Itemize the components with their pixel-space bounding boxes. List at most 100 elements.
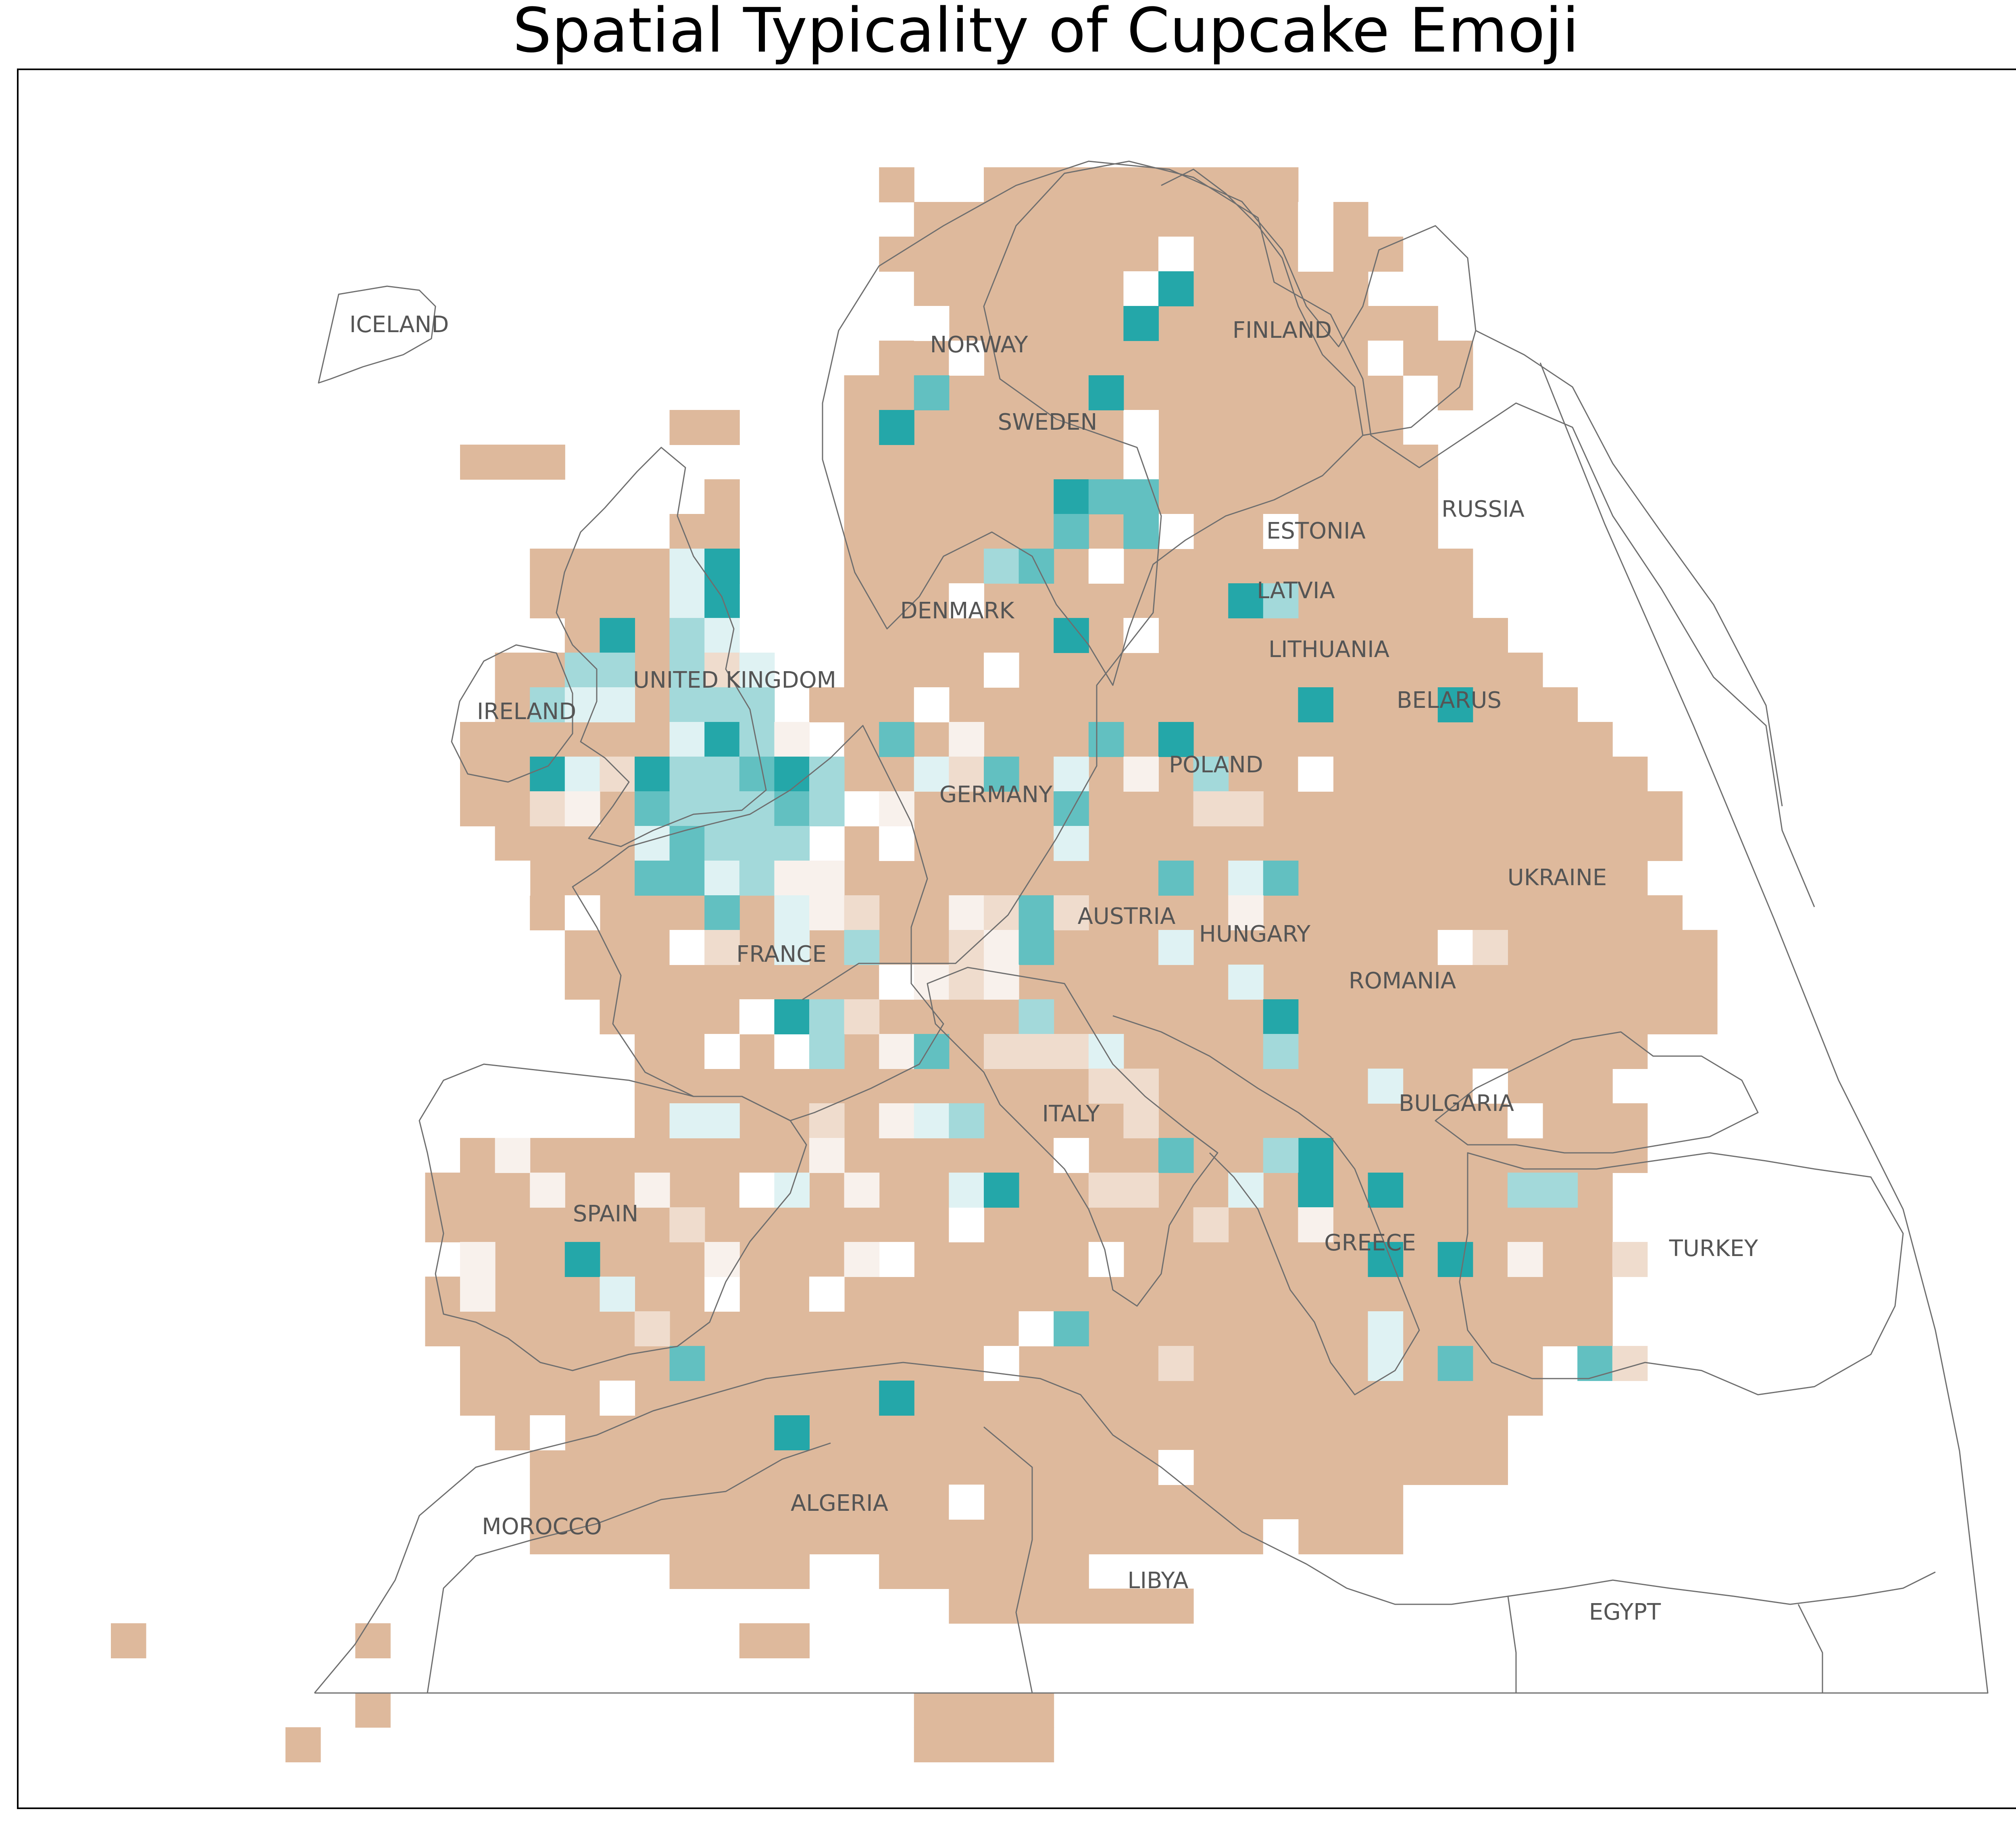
grid-cell xyxy=(844,1450,880,1485)
grid-cell xyxy=(1158,1173,1194,1208)
outline-north-africa xyxy=(314,1362,1936,1693)
grid-cell xyxy=(949,1589,984,1624)
grid-cell xyxy=(1088,1103,1124,1138)
grid-cell xyxy=(1054,1207,1089,1242)
grid-cell xyxy=(1158,375,1194,410)
grid-cell xyxy=(285,1727,321,1762)
typicality-grid xyxy=(111,167,1718,1762)
grid-cell xyxy=(844,1242,880,1277)
grid-cell xyxy=(1193,1277,1229,1312)
grid-cell xyxy=(1368,1381,1404,1416)
grid-cell xyxy=(1403,306,1438,341)
grid-cell xyxy=(1508,1138,1543,1173)
grid-cell xyxy=(949,895,984,930)
grid-cell xyxy=(879,1173,914,1208)
grid-cell xyxy=(774,895,810,930)
grid-cell xyxy=(949,653,984,688)
outline-iceland xyxy=(318,285,436,384)
grid-cell xyxy=(1018,1381,1054,1416)
grid-cell xyxy=(1018,237,1054,272)
grid-cell xyxy=(1088,1173,1124,1208)
grid-cell xyxy=(844,722,880,757)
grid-cell xyxy=(1193,445,1229,480)
grid-cell xyxy=(1472,1242,1508,1277)
grid-cell xyxy=(1612,999,1648,1034)
grid-cell xyxy=(984,1034,1019,1069)
grid-cell xyxy=(1298,306,1333,341)
grid-cell xyxy=(949,1277,984,1312)
grid-cell xyxy=(1088,1277,1124,1312)
grid-cell xyxy=(1158,341,1194,376)
grid-cell xyxy=(1368,514,1404,549)
grid-cell xyxy=(1054,861,1089,896)
grid-cell xyxy=(949,930,984,965)
grid-cell xyxy=(1193,965,1229,1000)
grid-cell xyxy=(949,271,984,306)
grid-cell xyxy=(914,237,950,272)
grid-cell xyxy=(1612,826,1648,861)
outline-balkans xyxy=(1112,1015,1420,1396)
grid-cell xyxy=(1123,791,1159,826)
grid-cell xyxy=(495,1415,531,1450)
grid-cell xyxy=(879,791,914,826)
grid-cell xyxy=(1508,1346,1543,1381)
grid-cell xyxy=(1437,757,1473,792)
grid-cell xyxy=(1298,1450,1333,1485)
grid-cell xyxy=(1088,1034,1124,1069)
grid-cell xyxy=(1054,722,1089,757)
grid-cell xyxy=(844,791,880,826)
grid-cell xyxy=(635,895,670,930)
grid-cell xyxy=(1018,479,1054,514)
grid-cell xyxy=(914,791,950,826)
grid-cell xyxy=(460,1346,496,1381)
grid-cell xyxy=(1577,826,1613,861)
grid-cell xyxy=(1298,895,1333,930)
grid-cell xyxy=(879,583,914,618)
grid-cell xyxy=(635,1138,670,1173)
grid-cell xyxy=(1472,1069,1508,1104)
grid-cell xyxy=(1508,791,1543,826)
grid-cell xyxy=(1123,1069,1159,1104)
grid-cell xyxy=(1088,618,1124,653)
grid-cell xyxy=(1542,965,1578,1000)
grid-cell xyxy=(1193,514,1229,549)
grid-cell xyxy=(1193,653,1229,688)
grid-cell xyxy=(1437,1346,1473,1381)
grid-cell xyxy=(774,1069,810,1104)
grid-cell xyxy=(949,1103,984,1138)
grid-cell xyxy=(949,237,984,272)
grid-cell xyxy=(1437,861,1473,896)
grid-cell xyxy=(1228,1207,1264,1242)
grid-cell xyxy=(914,445,950,480)
grid-cell xyxy=(669,861,705,896)
grid-cell xyxy=(809,826,845,861)
grid-cell xyxy=(1298,237,1333,272)
grid-cell xyxy=(600,1173,635,1208)
grid-cell xyxy=(949,1242,984,1277)
grid-cell xyxy=(635,1103,670,1138)
grid-cell xyxy=(1298,1242,1333,1277)
grid-cell xyxy=(1298,202,1333,237)
grid-cell xyxy=(949,1554,984,1589)
grid-cell xyxy=(1403,341,1438,376)
grid-cell xyxy=(1018,687,1054,722)
grid-cell xyxy=(1298,1277,1333,1312)
label-algeria: ALGERIA xyxy=(791,1490,888,1516)
grid-cell xyxy=(1333,618,1368,653)
grid-cell xyxy=(600,618,635,653)
grid-cell xyxy=(1158,791,1194,826)
grid-cell xyxy=(914,757,950,792)
grid-cell xyxy=(914,1242,950,1277)
grid-cell xyxy=(635,653,670,688)
grid-cell xyxy=(949,826,984,861)
grid-cell xyxy=(1228,1415,1264,1450)
grid-cell xyxy=(1263,549,1299,584)
grid-cell xyxy=(1298,861,1333,896)
grid-cell xyxy=(949,583,984,618)
grid-cell xyxy=(1333,1519,1368,1554)
grid-cell xyxy=(1542,1242,1578,1277)
grid-cell xyxy=(1437,722,1473,757)
grid-cell xyxy=(914,1173,950,1208)
grid-cell xyxy=(635,583,670,618)
grid-cell xyxy=(1054,1034,1089,1069)
